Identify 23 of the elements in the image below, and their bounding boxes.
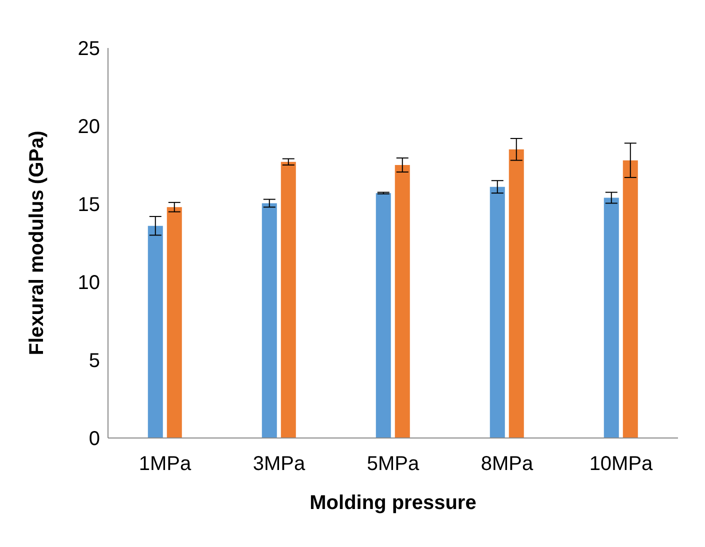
x-axis-title: Molding pressure bbox=[310, 492, 476, 514]
bar bbox=[394, 165, 410, 438]
y-tick-label: 0 bbox=[88, 428, 100, 450]
bar bbox=[604, 198, 619, 438]
y-tick-label: 20 bbox=[78, 116, 100, 138]
y-tick-label: 25 bbox=[78, 38, 100, 60]
bar bbox=[280, 162, 296, 438]
y-tick-label: 10 bbox=[78, 272, 100, 294]
x-tick-label: 5MPa bbox=[366, 453, 420, 476]
bar bbox=[622, 160, 638, 438]
bar bbox=[166, 207, 182, 438]
y-axis-title: Flexural modulus (GPa) bbox=[26, 130, 48, 356]
x-tick-label: 10MPa bbox=[589, 453, 654, 476]
bar bbox=[148, 226, 163, 438]
x-tick-label: 8MPa bbox=[480, 453, 534, 476]
bar bbox=[262, 203, 277, 438]
bar bbox=[376, 193, 391, 438]
bar bbox=[508, 149, 524, 438]
y-tick-label: 5 bbox=[88, 350, 100, 372]
x-tick-label: 3MPa bbox=[252, 453, 306, 476]
y-tick-label: 15 bbox=[78, 194, 100, 216]
x-tick-label: 1MPa bbox=[138, 453, 192, 476]
bar bbox=[490, 186, 505, 438]
